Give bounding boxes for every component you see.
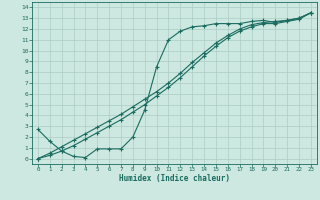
X-axis label: Humidex (Indice chaleur): Humidex (Indice chaleur) [119, 174, 230, 183]
